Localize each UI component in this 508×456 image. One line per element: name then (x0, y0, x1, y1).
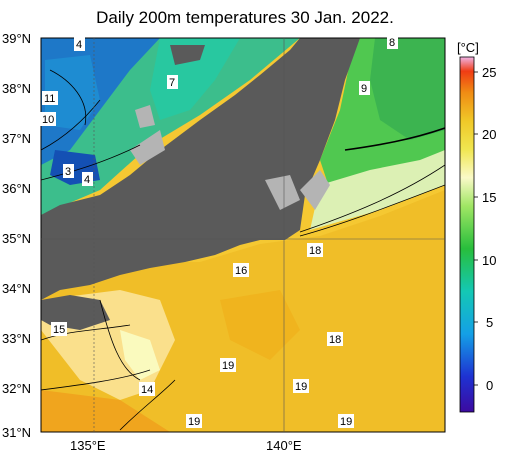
svg-text:18: 18 (309, 245, 321, 257)
contour-label: 15 (51, 322, 67, 336)
colorbar-tick-0: 0 (486, 378, 493, 393)
lon-label-140: 140°E (266, 438, 302, 453)
lat-label-32: 32°N (2, 381, 31, 396)
cold-oyashio (370, 38, 445, 140)
contour-value-labels: 4 7 11 10 3 4 8 9 18 16 15 18 19 14 19 1… (40, 35, 398, 428)
lat-label-31: 31°N (2, 425, 31, 440)
colorbar-tick-10: 10 (482, 253, 496, 268)
map-area (41, 38, 445, 432)
longitude-labels: 135°E 140°E (70, 438, 302, 453)
svg-text:3: 3 (65, 166, 71, 178)
svg-text:19: 19 (295, 381, 307, 393)
contour-label: 19 (293, 379, 309, 393)
svg-text:7: 7 (169, 77, 175, 89)
svg-text:4: 4 (84, 174, 90, 186)
colorbar-tick-25: 25 (482, 65, 496, 80)
shelf-oki (135, 105, 155, 128)
lon-label-135: 135°E (70, 438, 106, 453)
svg-text:15: 15 (53, 324, 65, 336)
svg-text:19: 19 (340, 416, 352, 428)
latitude-labels: 39°N 38°N 37°N 36°N 35°N 34°N 33°N 32°N … (2, 31, 31, 440)
lat-label-39: 39°N (2, 31, 31, 46)
svg-text:16: 16 (235, 265, 247, 277)
lat-label-35: 35°N (2, 231, 31, 246)
contour-label: 19 (220, 358, 236, 372)
contour-label: 18 (327, 332, 343, 346)
svg-text:11: 11 (44, 93, 55, 105)
contour-label: 4 (82, 172, 93, 186)
colorbar: [°C] 25 20 15 10 5 0 (457, 40, 496, 413)
kii-peninsula (41, 295, 110, 330)
shelf-sado (300, 170, 330, 210)
svg-text:9: 9 (361, 83, 367, 95)
graticule (41, 38, 445, 432)
lat-label-36: 36°N (2, 181, 31, 196)
contour-label: 3 (63, 164, 74, 178)
shelf-toyama (265, 175, 300, 210)
units-label: [°C] (457, 40, 479, 55)
mid-water (150, 38, 240, 120)
noto-peninsula (170, 45, 205, 65)
contour-lines (41, 69, 445, 431)
contour-label: 8 (387, 35, 398, 49)
lat-label-38: 38°N (2, 81, 31, 96)
map-title: Daily 200m temperatures 30 Jan. 2022. (96, 8, 394, 27)
contour-label: 11 (42, 91, 58, 105)
contour-label: 19 (186, 414, 202, 428)
frontal-zone (310, 150, 445, 230)
colorbar-tick-15: 15 (482, 190, 496, 205)
map-frame (40, 37, 446, 433)
colorbar-tick-20: 20 (482, 127, 496, 142)
svg-text:8: 8 (389, 37, 395, 49)
svg-text:19: 19 (188, 416, 200, 428)
warm-core (120, 330, 160, 380)
svg-text:18: 18 (329, 334, 341, 346)
lat-label-33: 33°N (2, 331, 31, 346)
deep-warm-patch (41, 390, 170, 432)
contour-label: 7 (167, 75, 178, 89)
svg-text:19: 19 (222, 360, 234, 372)
contour-label: 16 (233, 263, 249, 277)
contour-label: 14 (139, 382, 155, 396)
lat-label-37: 37°N (2, 131, 31, 146)
shelf-west (130, 130, 165, 165)
warm-eddy (220, 290, 300, 360)
colorbar-gradient (459, 56, 475, 413)
svg-text:14: 14 (141, 384, 153, 396)
lat-label-34: 34°N (2, 281, 31, 296)
cold-eddy-38n (45, 55, 100, 130)
svg-text:10: 10 (42, 114, 54, 126)
contour-label: 18 (307, 243, 323, 257)
japan-land (41, 38, 360, 300)
contour-label: 9 (359, 81, 370, 95)
contour-label: 19 (338, 414, 354, 428)
colorbar-tick-5: 5 (486, 315, 493, 330)
contour-label: 4 (74, 37, 85, 51)
svg-text:4: 4 (76, 39, 82, 51)
contour-label: 10 (40, 112, 56, 126)
